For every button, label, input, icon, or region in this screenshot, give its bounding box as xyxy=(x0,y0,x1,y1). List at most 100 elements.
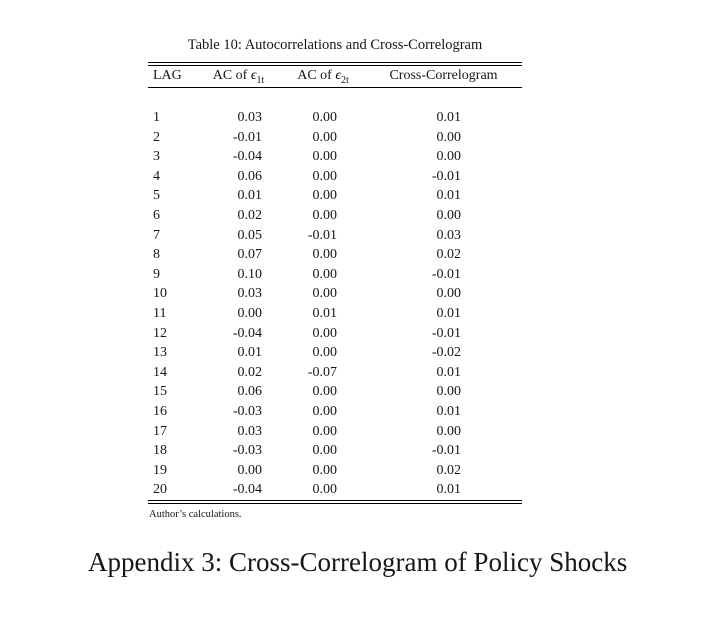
ac1-cell: -0.03 xyxy=(232,403,262,419)
cross-cell: 0.00 xyxy=(436,129,462,145)
cross-cell: 0.01 xyxy=(436,305,462,321)
table-row: 9 0.10 0.00 -0.01 xyxy=(148,265,522,285)
cross-cell: 0.01 xyxy=(436,110,462,125)
ac1-cell: 0.06 xyxy=(237,168,263,184)
ac1-cell: 0.00 xyxy=(237,462,263,478)
table-caption: Table 10: Autocorrelations and Cross-Cor… xyxy=(187,37,483,53)
table-row: 4 0.06 0.00 -0.01 xyxy=(148,167,522,187)
epsilon-symbol: ϵ xyxy=(335,68,341,83)
ac1-cell: -0.04 xyxy=(232,149,262,165)
cross-cell: 0.03 xyxy=(436,227,462,243)
ac2-cell: 0.00 xyxy=(312,207,338,223)
table-row: 15 0.06 0.00 0.00 xyxy=(148,382,522,402)
cross-cell: -0.01 xyxy=(431,325,461,341)
ac1-cell: 0.02 xyxy=(237,207,263,223)
appendix-heading: Appendix 3: Cross-Correlogram of Policy … xyxy=(88,547,628,577)
cross-cell: 0.01 xyxy=(436,403,462,419)
table-row: 18 -0.03 0.00 -0.01 xyxy=(148,441,522,461)
ac2-cell: 0.00 xyxy=(312,325,338,341)
cross-cell: -0.01 xyxy=(431,168,461,184)
header-ac1-subscript: 1t xyxy=(256,74,265,86)
cross-cell: -0.01 xyxy=(431,443,461,459)
table-row: 12 -0.04 0.00 -0.01 xyxy=(148,324,522,344)
ac2-cell: 0.00 xyxy=(312,482,338,498)
table-footnote: Author’s calculations. xyxy=(149,508,242,520)
ac1-cell: 0.00 xyxy=(237,305,263,321)
table-row: 3 -0.04 0.00 0.00 xyxy=(148,147,522,167)
header-cross-correlogram: Cross-Correlogram xyxy=(365,64,522,88)
header-ac1: AC of ϵ1t xyxy=(196,64,281,88)
table-row: 2 -0.01 0.00 0.00 xyxy=(148,128,522,148)
header-ac2-subscript: 2t xyxy=(340,74,349,86)
table-body: 1 0.03 0.00 0.01 2 -0.01 0.00 0.00 3 -0.04 0.00 0.0… xyxy=(148,88,522,502)
ac2-cell: 0.00 xyxy=(312,403,338,419)
autocorrelation-table: LAG AC of ϵ1t AC of ϵ2t Cross-Correlogra… xyxy=(148,62,522,504)
header-ac2: AC of ϵ2t xyxy=(281,64,365,88)
table-block: Table 10: Autocorrelations and Cross-Cor… xyxy=(148,36,522,521)
ac1-cell: 0.02 xyxy=(237,364,263,380)
cross-cell: 0.00 xyxy=(436,149,462,165)
lag-cell: 9 xyxy=(153,266,160,282)
lag-cell: 1 xyxy=(153,110,160,125)
table-row: 8 0.07 0.00 0.02 xyxy=(148,245,522,265)
header-cross-label: Cross-Correlogram xyxy=(389,68,498,83)
ac1-cell: 0.03 xyxy=(237,423,263,439)
ac1-cell: 0.03 xyxy=(237,286,263,302)
ac2-cell: 0.00 xyxy=(312,247,338,263)
cross-cell: 0.00 xyxy=(436,286,462,302)
table-row: 11 0.00 0.01 0.01 xyxy=(148,304,522,324)
lag-cell: 5 xyxy=(153,188,160,204)
ac2-cell: 0.00 xyxy=(312,443,338,459)
ac1-cell: 0.06 xyxy=(237,384,263,400)
table-row: 16 -0.03 0.00 0.01 xyxy=(148,402,522,422)
ac2-cell: 0.00 xyxy=(312,129,338,145)
lag-cell: 19 xyxy=(153,462,167,478)
ac1-cell: 0.01 xyxy=(237,188,263,204)
table-row: 7 0.05 -0.01 0.03 xyxy=(148,226,522,246)
lag-cell: 13 xyxy=(153,345,167,361)
header-ac1-label: AC of xyxy=(212,68,251,83)
lag-cell: 7 xyxy=(153,227,160,243)
lag-cell: 2 xyxy=(153,129,160,145)
ac1-cell: 0.10 xyxy=(237,266,263,282)
cross-cell: 0.01 xyxy=(436,188,462,204)
ac2-cell: 0.00 xyxy=(312,266,338,282)
table-header: LAG AC of ϵ1t AC of ϵ2t Cross-Correlogra… xyxy=(148,64,522,88)
table-row: 20 -0.04 0.00 0.01 xyxy=(148,480,522,502)
lag-cell: 4 xyxy=(153,168,160,184)
table-row: 5 0.01 0.00 0.01 xyxy=(148,186,522,206)
lag-cell: 6 xyxy=(153,207,160,223)
lag-cell: 10 xyxy=(153,286,167,302)
ac2-cell: 0.00 xyxy=(312,286,338,302)
lag-cell: 18 xyxy=(153,443,167,459)
cross-cell: 0.00 xyxy=(436,384,462,400)
ac2-cell: 0.00 xyxy=(312,168,338,184)
header-ac2-label: AC of xyxy=(297,68,336,83)
ac2-cell: -0.07 xyxy=(307,364,337,380)
ac2-cell: 0.00 xyxy=(312,345,338,361)
epsilon-symbol: ϵ xyxy=(250,68,257,83)
cross-cell: 0.01 xyxy=(436,482,462,498)
ac2-cell: 0.00 xyxy=(312,384,338,400)
lag-cell: 8 xyxy=(153,247,160,263)
lag-cell: 17 xyxy=(153,423,167,439)
lag-cell: 12 xyxy=(153,325,167,341)
cross-cell: 0.00 xyxy=(436,423,462,439)
lag-cell: 3 xyxy=(153,149,160,165)
cross-cell: 0.00 xyxy=(436,207,462,223)
lag-cell: 15 xyxy=(153,384,167,400)
cross-cell: -0.02 xyxy=(431,345,461,361)
table-row: 10 0.03 0.00 0.00 xyxy=(148,284,522,304)
table-row: 14 0.02 -0.07 0.01 xyxy=(148,363,522,383)
cross-cell: 0.02 xyxy=(436,462,462,478)
ac2-cell: 0.00 xyxy=(312,462,338,478)
cross-cell: 0.02 xyxy=(436,247,462,263)
lag-cell: 14 xyxy=(153,364,167,380)
table-row: 17 0.03 0.00 0.00 xyxy=(148,422,522,442)
ac1-cell: 0.07 xyxy=(237,247,263,263)
cross-cell: -0.01 xyxy=(431,266,461,282)
ac1-cell: 0.01 xyxy=(237,345,263,361)
table-row: 1 0.03 0.00 0.01 xyxy=(148,88,522,128)
ac1-cell: -0.04 xyxy=(232,325,262,341)
